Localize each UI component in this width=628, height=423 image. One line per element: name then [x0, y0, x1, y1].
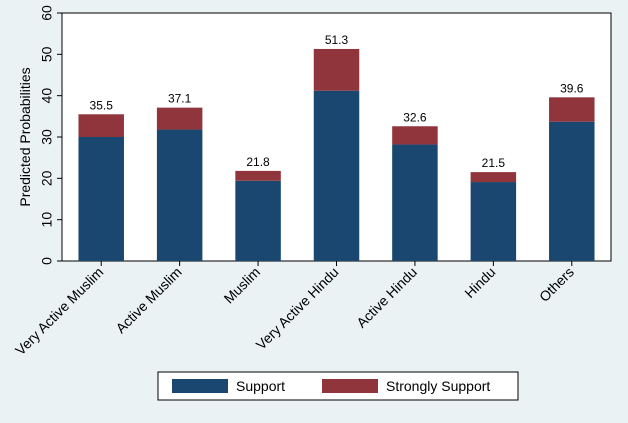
y-tick-label: 30 [39, 129, 55, 145]
bar-segment-strongly-support [392, 126, 438, 145]
bar-segment-support [78, 137, 124, 261]
y-tick-label: 20 [39, 170, 55, 186]
y-tick-label: 50 [39, 46, 55, 62]
bar-total-label: 35.5 [90, 98, 114, 112]
bar-segment-strongly-support [235, 170, 281, 181]
bar-total-label: 39.6 [560, 81, 584, 95]
bar-segment-support [235, 180, 281, 261]
y-tick-label: 40 [39, 88, 55, 104]
legend-label-strongly-support: Strongly Support [386, 378, 490, 394]
bar-total-label: 51.3 [325, 33, 349, 47]
bar-total-label: 21.5 [482, 156, 506, 170]
bar-total-label: 32.6 [403, 110, 427, 124]
y-tick-label: 10 [39, 212, 55, 228]
bar-segment-strongly-support [470, 172, 517, 183]
bar-segment-support [470, 182, 517, 261]
bar-total-label: 21.8 [246, 155, 270, 169]
legend-swatch-support [172, 379, 228, 393]
bar-segment-strongly-support [78, 114, 124, 137]
bars-group [78, 48, 595, 262]
bar-segment-strongly-support [313, 48, 360, 91]
bar-segment-strongly-support [549, 97, 595, 122]
bar-segment-strongly-support [156, 107, 203, 130]
legend: Support Strongly Support [157, 371, 519, 401]
y-tick-label: 60 [39, 5, 55, 21]
bar-segment-support [392, 144, 438, 261]
y-axis: 0 10 20 30 40 50 60 [39, 5, 62, 265]
y-axis-label: Predicted Probabilities [17, 67, 33, 206]
legend-swatch-strongly-support [322, 379, 378, 393]
bar-segment-support [549, 121, 595, 262]
legend-label-support: Support [236, 378, 285, 394]
bar-segment-support [156, 129, 203, 261]
value-labels-group: 35.5 37.1 21.8 51.3 32.6 21.5 39.6 [90, 33, 584, 170]
bar-segment-support [313, 90, 360, 262]
bar-total-label: 37.1 [168, 92, 192, 106]
y-tick-label: 0 [39, 257, 55, 265]
